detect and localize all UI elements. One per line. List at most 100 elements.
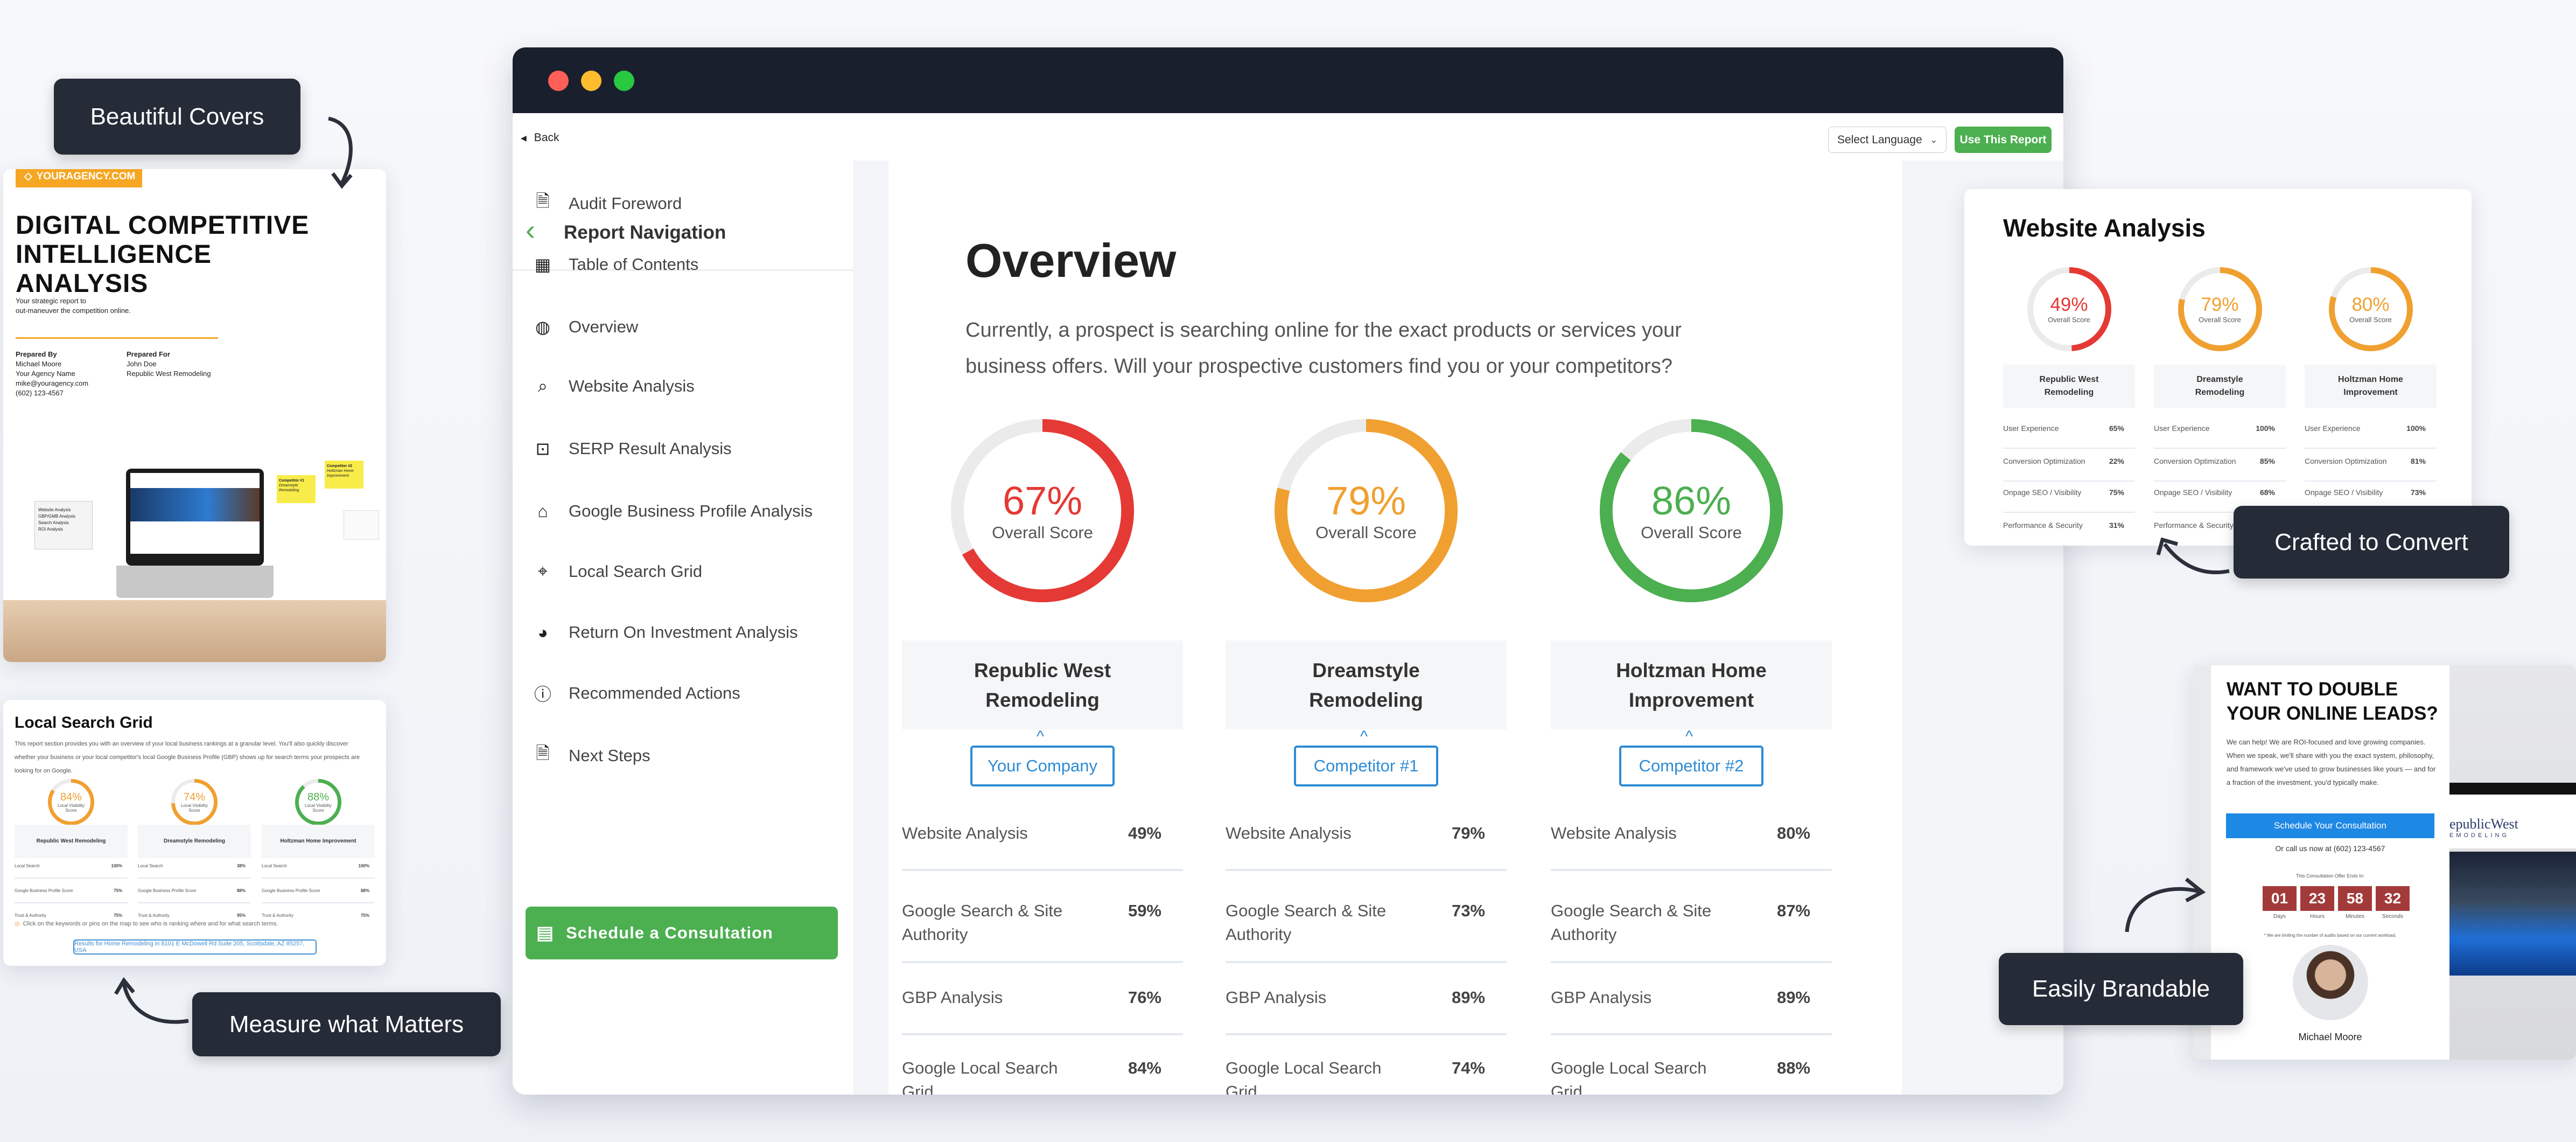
cover-divider (16, 337, 218, 339)
nav-item[interactable]: 🗎 Audit Foreword (532, 185, 682, 222)
nav-item-label: Return On Investment Analysis (569, 623, 798, 642)
metric-label: Onpage SEO / Visibility (2154, 488, 2232, 497)
nav-item[interactable]: ⌖ Local Search Grid (532, 553, 702, 590)
nav-item-label: Recommended Actions (569, 684, 740, 702)
use-this-report-button[interactable]: Use This Report (1955, 127, 2052, 153)
metric-label: Google Local Search Grid (1551, 1059, 1707, 1095)
local-search-grid-card: Local Search Grid This report section pr… (3, 700, 386, 966)
results-location-button[interactable]: Results for Home Remodeling in 8101 E Mc… (73, 939, 317, 955)
metric-value: 100% (2406, 424, 2426, 433)
chart-circle-icon: ◕ (537, 622, 548, 642)
metric-row: GBP Analysis 89% (1226, 986, 1485, 1009)
score-value: 49% (2050, 294, 2088, 316)
metric-label: Performance & Security (2154, 521, 2234, 530)
metric-value: 85% (2259, 457, 2275, 465)
schedule-consultation-button[interactable]: ▤ Schedule a Consultation (526, 907, 838, 959)
website-analysis-card: Website Analysis 49% Overall Score Republi… (1964, 189, 2472, 546)
metric-label: User Experience (2003, 424, 2059, 433)
countdown-unit: 01 Days (2263, 886, 2297, 920)
nav-item[interactable]: ▦ Table of Contents (532, 246, 698, 283)
nav-item[interactable]: 🗎 Next Steps (532, 737, 650, 775)
metric-row: Google Local Search Grid 74% (1226, 1056, 1485, 1095)
metric-value: 75% (360, 913, 369, 918)
nav-item[interactable]: ◕ Return On Investment Analysis (532, 614, 798, 651)
row-divider (1551, 869, 1832, 871)
gauge-ring (295, 779, 341, 825)
checklist-calendar: Website Analysis GBP/GMB Analysis Search… (34, 501, 93, 549)
metric-row: Google Local Search Grid 88% (1551, 1056, 1810, 1095)
company-name-box: Republic West Remodeling (2003, 365, 2135, 408)
metric-row: Onpage SEO / Visibility 73% (2305, 488, 2426, 497)
metric-label: GBP Analysis (902, 988, 1003, 1007)
gauge-ring (2027, 267, 2111, 351)
document-icon: 🗎 (536, 191, 550, 211)
countdown-unit-label: Seconds (2382, 914, 2403, 920)
metric-label: Google Local Search Grid (1226, 1059, 1382, 1095)
nav-item[interactable]: ⌕ Website Analysis (532, 367, 695, 405)
report-window: ◀ Back Select Language ⌄ Use This Report ‹… (513, 47, 2063, 1095)
collapse-nav-button[interactable]: ‹ (526, 214, 535, 246)
lightbulb-icon: ◎ (15, 921, 20, 927)
minimize-window-button[interactable] (581, 71, 601, 91)
caret-left-icon: ◀ (521, 133, 527, 142)
caret-up-icon: ^ (1685, 728, 1693, 746)
score-value: 88% (307, 791, 330, 803)
language-select[interactable]: Select Language ⌄ (1828, 127, 1947, 153)
company-name: Holtzman Home Improvement (2338, 375, 2403, 397)
metric-label: Website Analysis (902, 824, 1028, 842)
company-name-box: Republic West Remodeling (902, 640, 1183, 729)
metric-value: 75% (113, 888, 122, 893)
back-link[interactable]: ◀ Back (521, 131, 559, 144)
maximize-window-button[interactable] (614, 71, 634, 91)
row-divider (138, 902, 251, 903)
metric-row: Local Search 100% (15, 864, 122, 868)
close-window-button[interactable] (548, 71, 569, 91)
globe-icon: ◍ (535, 317, 550, 337)
metric-value: 88% (360, 888, 369, 893)
company-name: Holtzman Home Improvement (1616, 659, 1767, 711)
nav-item[interactable]: ⓘ Recommended Actions (532, 674, 740, 712)
company-role-tag[interactable]: Your Company (970, 746, 1115, 786)
lead-heading: WANT TO DOUBLE YOUR ONLINE LEADS? (2227, 679, 2438, 724)
row-divider (1226, 1033, 1507, 1035)
gauge-ring (1600, 419, 1783, 602)
diamond-icon: ◇ (24, 171, 32, 182)
metric-value: 74% (1451, 1059, 1485, 1077)
nav-item[interactable]: ⊡ SERP Result Analysis (532, 430, 732, 468)
metric-value: 75% (113, 913, 122, 918)
countdown-unit-label: Hours (2310, 914, 2325, 920)
nav-item[interactable]: ⌂ Google Business Profile Analysis (532, 492, 813, 530)
score-label: Overall Score (992, 523, 1093, 542)
metric-value: 89% (1451, 988, 1485, 1007)
metric-value: 75% (2109, 488, 2124, 497)
nav-item-label: SERP Result Analysis (569, 439, 732, 458)
gauge-fill (295, 779, 341, 825)
call-us-text: Or call us now at (602) 123-4567 (2275, 844, 2385, 853)
lead-panel: WANT TO DOUBLE YOUR ONLINE LEADS? We can… (2211, 665, 2449, 1060)
row-divider (2003, 481, 2135, 482)
company-role-tag[interactable]: Competitor #1 (1294, 746, 1438, 786)
gauge-fill (48, 779, 94, 825)
company-name: Republic West Remodeling (974, 659, 1111, 711)
local-grid-hint-line: ◎ Click on the keywords or pins on the m… (15, 920, 278, 928)
row-divider (2003, 448, 2135, 449)
metric-label: Local Search (138, 864, 163, 868)
countdown-value: 58 (2338, 886, 2372, 911)
metric-label: Google Search & Site Authority (1226, 901, 1387, 944)
alert-icon: ⓘ (534, 685, 551, 704)
schedule-your-consultation-button[interactable]: Schedule Your Consultation (2226, 813, 2434, 838)
company-name: Holtzman Home Improvement (280, 838, 356, 844)
company-role-tag[interactable]: Competitor #2 (1619, 746, 1763, 786)
metric-value: 68% (2259, 488, 2275, 497)
row-divider (15, 902, 128, 903)
nav-item[interactable]: ◍ Overview (532, 308, 638, 346)
row-divider (2305, 448, 2437, 449)
metric-row: Performance & Security (2154, 521, 2275, 530)
metric-row: Google Search & Site Authority 59% (902, 899, 1161, 946)
metric-row: User Experience 65% (2003, 424, 2124, 433)
score-value: 79% (1326, 478, 1406, 524)
countdown-unit: 23 Hours (2300, 886, 2334, 920)
company-name-box: Dreamstyle Remodeling (1226, 640, 1507, 729)
metric-value: 73% (2410, 488, 2426, 497)
countdown-unit-label: Days (2273, 914, 2286, 920)
